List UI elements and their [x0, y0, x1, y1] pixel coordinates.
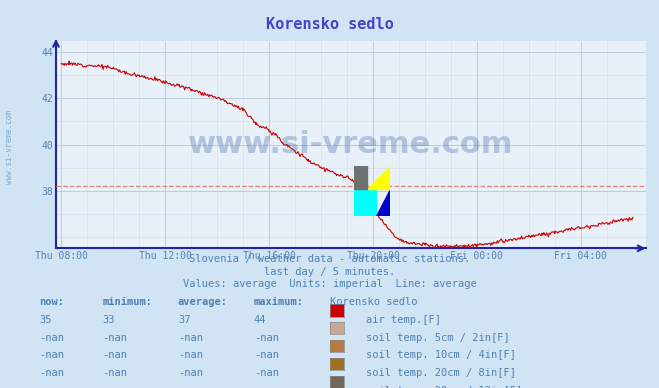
- Text: Korensko sedlo: Korensko sedlo: [330, 297, 417, 307]
- Text: minimum:: minimum:: [102, 297, 152, 307]
- Text: -nan: -nan: [40, 333, 65, 343]
- Text: soil temp. 20cm / 8in[F]: soil temp. 20cm / 8in[F]: [366, 368, 516, 378]
- Text: 35: 35: [40, 315, 52, 325]
- Text: -nan: -nan: [102, 350, 127, 360]
- Text: www.si-vreme.com: www.si-vreme.com: [5, 111, 14, 184]
- Text: soil temp. 5cm / 2in[F]: soil temp. 5cm / 2in[F]: [366, 333, 509, 343]
- Text: -nan: -nan: [102, 368, 127, 378]
- Text: 44: 44: [254, 315, 266, 325]
- Text: maximum:: maximum:: [254, 297, 304, 307]
- Text: Slovenia / weather data - automatic stations.: Slovenia / weather data - automatic stat…: [189, 254, 470, 264]
- Text: -nan: -nan: [178, 368, 203, 378]
- Text: -nan: -nan: [254, 368, 279, 378]
- Text: 37: 37: [178, 315, 190, 325]
- Text: air temp.[F]: air temp.[F]: [366, 315, 441, 325]
- Text: soil temp. 30cm / 12in[F]: soil temp. 30cm / 12in[F]: [366, 386, 522, 388]
- Text: -nan: -nan: [254, 333, 279, 343]
- Text: last day / 5 minutes.: last day / 5 minutes.: [264, 267, 395, 277]
- Text: soil temp. 10cm / 4in[F]: soil temp. 10cm / 4in[F]: [366, 350, 516, 360]
- Text: average:: average:: [178, 297, 228, 307]
- Polygon shape: [366, 166, 390, 189]
- Text: www.si-vreme.com: www.si-vreme.com: [188, 130, 513, 159]
- Text: -nan: -nan: [254, 350, 279, 360]
- Text: -nan: -nan: [102, 386, 127, 388]
- Text: -nan: -nan: [40, 350, 65, 360]
- Text: Korensko sedlo: Korensko sedlo: [266, 17, 393, 33]
- Polygon shape: [376, 189, 390, 216]
- Text: -nan: -nan: [254, 386, 279, 388]
- Polygon shape: [354, 166, 366, 189]
- Text: -nan: -nan: [178, 386, 203, 388]
- Text: -nan: -nan: [178, 333, 203, 343]
- Text: -nan: -nan: [40, 386, 65, 388]
- Polygon shape: [354, 189, 376, 216]
- Text: -nan: -nan: [178, 350, 203, 360]
- Text: -nan: -nan: [40, 368, 65, 378]
- Text: -nan: -nan: [102, 333, 127, 343]
- Text: Values: average  Units: imperial  Line: average: Values: average Units: imperial Line: av…: [183, 279, 476, 289]
- Text: now:: now:: [40, 297, 65, 307]
- Text: 33: 33: [102, 315, 115, 325]
